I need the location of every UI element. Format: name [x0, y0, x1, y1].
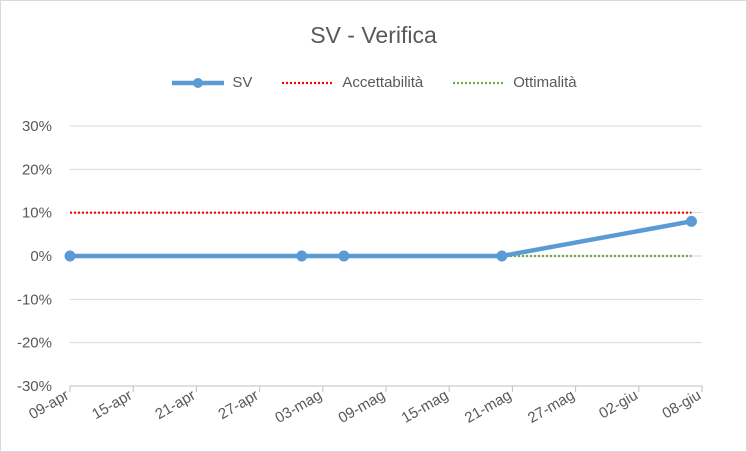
y-tick-label: -30% [17, 378, 52, 395]
legend: SV Accettabilità Ottimalità [0, 74, 747, 91]
y-tick-label: 30% [22, 118, 52, 135]
series-line-sv [67, 219, 694, 259]
data-point-sv [685, 215, 697, 227]
legend-item-sv: SV [170, 74, 252, 91]
y-tick-label: 0% [30, 248, 52, 265]
x-tick-label: 08-giu [659, 387, 704, 423]
x-tick-label: 03-mag [272, 387, 325, 427]
data-point-sv [64, 250, 76, 262]
legend-item-ottimalita: Ottimalità [451, 74, 577, 91]
legend-label-sv: SV [232, 74, 253, 91]
y-tick-label: 10% [22, 205, 52, 222]
x-tick-label: 15-mag [399, 387, 452, 427]
data-point-sv [296, 250, 308, 262]
x-tick-label: 15-apr [89, 387, 135, 423]
chart-title: SV - Verifica [310, 22, 437, 48]
legend-swatch-ottimalita [453, 81, 506, 84]
legend-label-accettabilita: Accettabilità [342, 74, 424, 91]
y-tick-label: -10% [17, 291, 52, 308]
x-tick-label: 27-apr [216, 387, 262, 423]
x-tick-label: 09-mag [335, 387, 388, 427]
x-tick-label: 27-mag [525, 387, 578, 427]
legend-item-accettabilita: Accettabilità [280, 74, 423, 91]
x-tick-label: 02-giu [596, 387, 641, 423]
legend-label-ottimalita: Ottimalità [513, 74, 577, 91]
data-point-sv [338, 250, 350, 262]
y-tick-label: -20% [17, 335, 52, 352]
legend-swatch-accettabilita [282, 81, 335, 84]
x-tick-label: 21-apr [152, 387, 198, 423]
data-point-sv [496, 250, 508, 262]
x-tick-label: 21-mag [462, 387, 515, 427]
y-tick-label: 20% [22, 161, 52, 178]
legend-swatch-sv [172, 77, 225, 88]
